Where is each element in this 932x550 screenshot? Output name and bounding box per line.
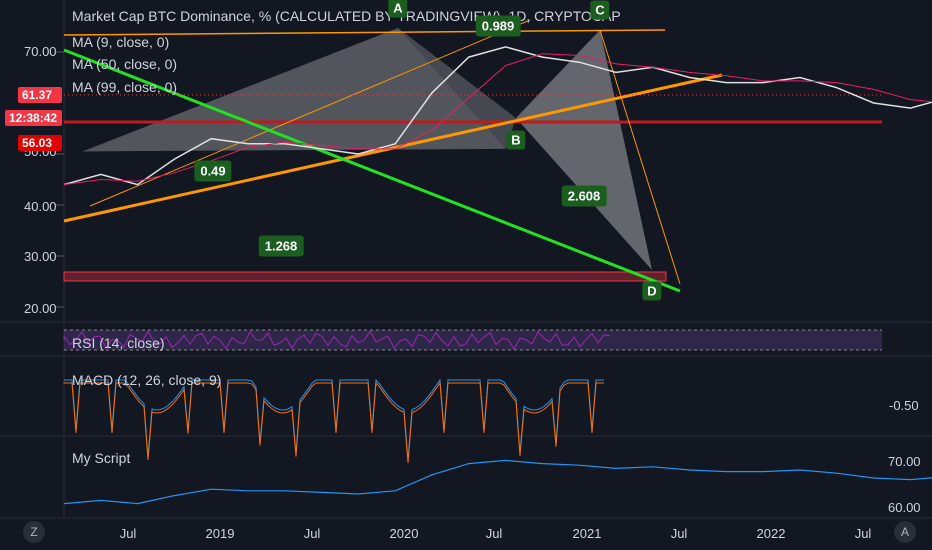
y-tick-30: 30.00 [24, 249, 57, 264]
ma99-legend[interactable]: MA (99, close, 0) [72, 79, 178, 95]
red-zone-box [63, 271, 667, 282]
script-line [63, 459, 932, 505]
x-tick-2020: 2020 [389, 526, 419, 541]
pattern-triangle-ab [398, 28, 516, 149]
ma50-legend[interactable]: MA (50, close, 0) [72, 56, 178, 72]
y-tick-20: 20.00 [24, 301, 57, 316]
auto-scale-button[interactable]: A [894, 521, 916, 543]
x-tick-jul-2019: Jul [303, 526, 321, 541]
x-tick-jul-2021: Jul [670, 526, 688, 541]
pattern-point-a: A [388, 0, 408, 18]
orange-support-line [63, 73, 723, 223]
rsi-legend[interactable]: RSI (14, close) [72, 335, 165, 351]
macd-legend[interactable]: MACD (12, 26, close, 9) [72, 372, 222, 388]
x-tick-2022: 2022 [756, 526, 786, 541]
ratio-bd: 2.608 [561, 185, 607, 207]
price-line [63, 46, 932, 186]
zoom-button[interactable]: Z [23, 521, 45, 543]
green-trend-line [63, 48, 681, 293]
script-y-tick-70: 70.00 [888, 454, 921, 469]
script-y-tick-60: 60.00 [888, 500, 921, 515]
ratio-xd: 1.268 [258, 235, 304, 257]
ratio-xb: 0.49 [194, 160, 232, 182]
x-tick-jul-2020: Jul [485, 526, 503, 541]
y-tick-70: 70.00 [24, 44, 57, 59]
x-tick-jul-2018: Jul [119, 526, 137, 541]
ma9-legend[interactable]: MA (9, close, 0) [72, 34, 170, 50]
last-price-tag: 61.37 [18, 87, 62, 103]
ratio-ac: 0.989 [475, 15, 521, 37]
signal-line [63, 381, 604, 464]
level-tag: 56.03 [18, 135, 62, 151]
pattern-triangle-cd [516, 30, 652, 270]
rsi-line [63, 330, 611, 350]
y-tick-40: 40.00 [24, 199, 57, 214]
pattern-point-b: B [506, 130, 526, 150]
macd-y-tick: -0.50 [889, 398, 919, 413]
x-tick-2019: 2019 [205, 526, 235, 541]
pattern-point-d: D [642, 281, 662, 301]
script-legend[interactable]: My Script [72, 450, 131, 466]
chart-title: Market Cap BTC Dominance, % (CALCULATED … [72, 8, 621, 24]
x-tick-jul-2022: Jul [854, 526, 872, 541]
pattern-point-c: C [590, 0, 610, 20]
x-tick-2021: 2021 [572, 526, 602, 541]
countdown-tag: 12:38:42 [5, 110, 62, 126]
orange-top-line [63, 29, 666, 36]
pattern-triangle-bcd [516, 30, 652, 270]
ma50-line [63, 53, 932, 186]
